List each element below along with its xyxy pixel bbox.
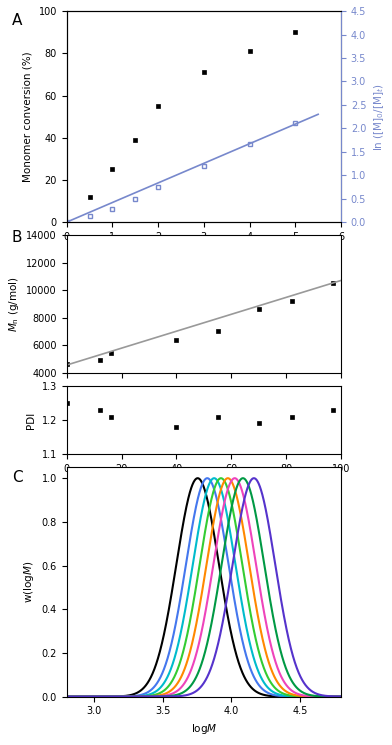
Text: A: A xyxy=(12,13,22,28)
Y-axis label: $\it{M}_{\rm n}$ (g/mol): $\it{M}_{\rm n}$ (g/mol) xyxy=(7,276,21,332)
Y-axis label: ln ([M]$_0$/[M]$_t$): ln ([M]$_0$/[M]$_t$) xyxy=(372,83,386,150)
Text: C: C xyxy=(12,469,22,484)
Y-axis label: Monomer conversion (%): Monomer conversion (%) xyxy=(23,51,33,182)
Y-axis label: PDI: PDI xyxy=(26,411,36,428)
X-axis label: log$\it{M}$: log$\it{M}$ xyxy=(191,722,217,736)
Y-axis label: w(log$\it{M}$): w(log$\it{M}$) xyxy=(22,561,36,603)
X-axis label: Time (h): Time (h) xyxy=(182,244,225,255)
Text: B: B xyxy=(12,229,22,244)
X-axis label: Monomer conversion (%): Monomer conversion (%) xyxy=(138,480,269,489)
